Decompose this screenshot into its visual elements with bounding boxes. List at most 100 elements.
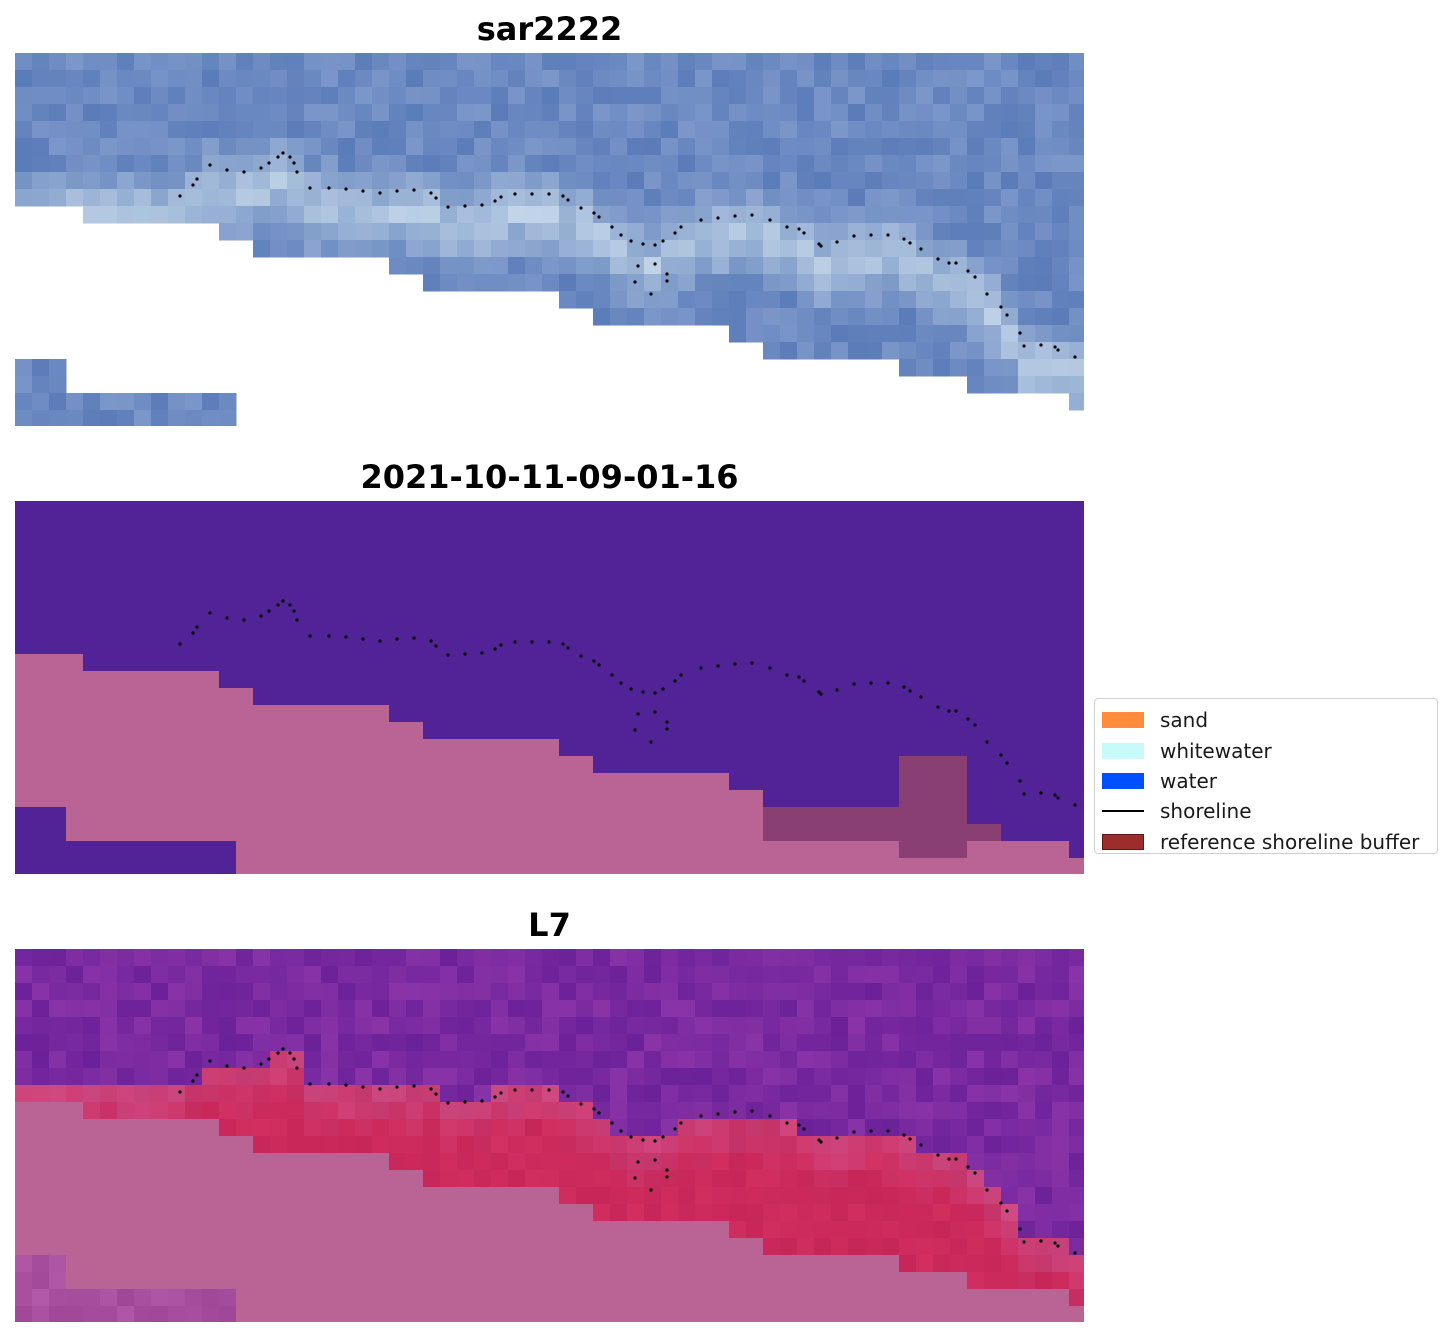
pixel	[338, 1306, 356, 1322]
pixel	[49, 53, 67, 71]
pixel	[474, 87, 492, 105]
pixel	[967, 206, 985, 224]
pixel	[49, 637, 67, 655]
pixel	[321, 1068, 339, 1086]
pixel	[831, 342, 849, 360]
pixel	[678, 1034, 696, 1052]
pixel	[440, 1085, 458, 1103]
pixel	[882, 535, 900, 553]
pixel	[355, 569, 373, 587]
pixel	[474, 858, 492, 874]
pixel	[763, 1000, 781, 1018]
pixel	[1018, 342, 1036, 360]
pixel	[627, 824, 645, 842]
pixel	[984, 138, 1002, 156]
pixel	[457, 739, 475, 757]
whitewater-swatch	[1102, 742, 1144, 759]
pixel	[491, 824, 509, 842]
pixel	[746, 104, 764, 122]
shoreline-point	[954, 1157, 958, 1161]
pixel	[100, 688, 118, 706]
pixel	[899, 858, 917, 874]
pixel	[202, 1153, 220, 1171]
pixel	[15, 393, 33, 411]
pixel	[678, 206, 696, 224]
shoreline-point	[547, 192, 551, 196]
pixel	[15, 671, 33, 689]
pixel	[168, 824, 186, 842]
pixel	[576, 1221, 594, 1239]
pixel	[559, 858, 577, 874]
pixel	[440, 858, 458, 874]
pixel	[219, 138, 237, 156]
pixel	[49, 1136, 67, 1154]
pixel	[933, 206, 951, 224]
shoreline-point	[1022, 792, 1026, 796]
pixel	[1035, 1238, 1053, 1256]
pixel	[848, 1238, 866, 1256]
pixel	[185, 824, 203, 842]
pixel	[66, 1068, 84, 1086]
shoreline-point	[610, 673, 614, 677]
pixel	[933, 359, 951, 377]
pixel	[304, 1017, 322, 1035]
pixel	[219, 858, 237, 874]
pixel	[729, 688, 747, 706]
pixel	[610, 1119, 628, 1137]
pixel	[202, 1272, 220, 1290]
pixel	[661, 257, 679, 275]
pixel	[32, 637, 50, 655]
pixel	[389, 739, 407, 757]
pixel	[559, 1255, 577, 1273]
pixel	[253, 966, 271, 984]
pixel	[984, 53, 1002, 71]
shoreline-point	[513, 640, 517, 644]
pixel	[372, 189, 390, 207]
pixel	[576, 1136, 594, 1154]
pixel	[287, 535, 305, 553]
pixel	[100, 53, 118, 71]
pixel	[1052, 552, 1070, 570]
pixel	[440, 1170, 458, 1188]
pixel	[1035, 189, 1053, 207]
pixel	[984, 671, 1002, 689]
pixel	[219, 1204, 237, 1222]
pixel	[763, 841, 781, 859]
pixel	[134, 1306, 152, 1322]
pixel	[1052, 274, 1070, 292]
pixel	[270, 1187, 288, 1205]
pixel	[168, 841, 186, 859]
pixel	[236, 1102, 254, 1120]
pixel	[627, 739, 645, 757]
pixel	[559, 603, 577, 621]
pixel	[355, 1221, 373, 1239]
pixel	[729, 1221, 747, 1239]
pixel	[525, 1221, 543, 1239]
pixel	[950, 552, 968, 570]
shoreline-point	[785, 673, 789, 677]
pixel	[814, 637, 832, 655]
pixel	[202, 1136, 220, 1154]
pixel	[219, 393, 237, 411]
pixel	[508, 688, 526, 706]
pixel	[372, 620, 390, 638]
pixel	[967, 739, 985, 757]
pixel	[1035, 586, 1053, 604]
pixel	[695, 1170, 713, 1188]
pixel	[423, 53, 441, 71]
pixel	[168, 790, 186, 808]
pixel	[814, 206, 832, 224]
pixel	[950, 206, 968, 224]
pixel	[576, 121, 594, 139]
pixel	[423, 1085, 441, 1103]
pixel	[644, 637, 662, 655]
pixel	[933, 841, 951, 859]
pixel	[117, 790, 135, 808]
pixel	[389, 172, 407, 190]
pixel	[287, 983, 305, 1001]
pixel	[236, 189, 254, 207]
pixel	[780, 983, 798, 1001]
pixel	[287, 739, 305, 757]
pixel	[1069, 376, 1084, 394]
pixel	[1035, 949, 1053, 967]
